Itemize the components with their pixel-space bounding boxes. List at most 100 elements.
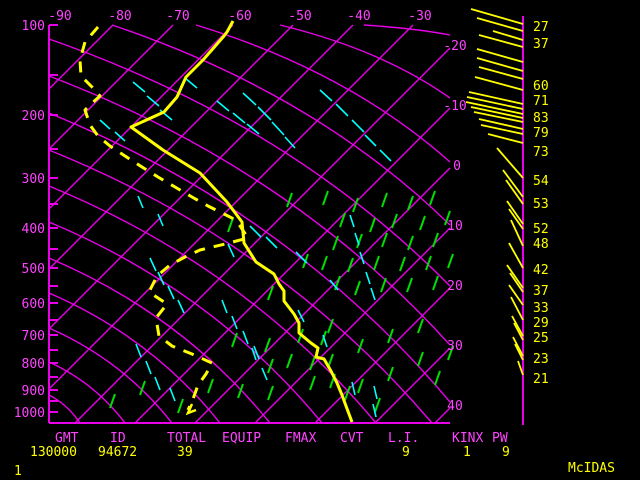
moist-adiabat-dash — [309, 355, 316, 371]
moist-adiabat-dash — [429, 190, 436, 206]
mixing-ratio-dash — [135, 343, 142, 358]
status-header: CVT — [340, 431, 364, 446]
status-header: KINX — [452, 431, 483, 446]
wind-speed-label: 29 — [533, 316, 549, 331]
moist-adiabat-dash — [357, 378, 364, 394]
moist-adiabat-dash — [399, 256, 406, 272]
moist-adiabat-dash — [419, 215, 426, 231]
wind-barb — [511, 315, 524, 337]
moist-adiabat-dash — [267, 285, 274, 301]
isotherm-line — [48, 24, 114, 90]
moist-adiabat-dash — [352, 197, 359, 213]
mixing-ratio-dash — [319, 89, 333, 102]
mixing-ratio-dash — [329, 279, 339, 291]
isotherm-line — [48, 24, 174, 150]
moist-adiabat-dash — [344, 385, 351, 401]
brand-label: McIDAS — [568, 461, 615, 476]
mixing-ratio-dash — [169, 387, 176, 402]
mixing-ratio-dash — [145, 360, 152, 375]
status-header: PW — [492, 431, 508, 446]
mixing-ratio-dash — [177, 299, 185, 314]
moist-adiabat-dash — [347, 257, 354, 273]
mixing-ratio-dash — [257, 106, 272, 121]
wind-barb — [492, 30, 524, 41]
wind-speed-label: 52 — [533, 222, 549, 237]
moist-adiabat-dash — [391, 213, 398, 229]
moist-adiabat-dash — [447, 345, 454, 361]
mixing-ratio-dash — [364, 134, 377, 147]
moist-adiabat-dash — [231, 332, 238, 348]
moist-adiabat-dash — [339, 212, 346, 228]
mixing-ratio-dash — [351, 381, 356, 396]
wind-barb — [474, 76, 524, 91]
isotherm-line — [48, 24, 354, 330]
mixing-ratio-dash — [251, 347, 257, 361]
moist-adiabat-dash — [444, 210, 451, 226]
moist-adiabat-dash — [387, 366, 394, 382]
temp-label-top: -80 — [108, 9, 131, 24]
mixing-ratio-dash — [261, 367, 268, 381]
wind-barb — [496, 147, 524, 179]
wind-speed-label: 71 — [533, 94, 549, 109]
moist-adiabat-dash — [207, 378, 214, 394]
wind-speed-label: 79 — [533, 126, 549, 141]
mixing-ratio-dash — [149, 257, 157, 272]
mixing-ratio-dash — [132, 81, 146, 93]
mixing-ratio-dash — [351, 119, 365, 133]
mixing-ratio-dash — [271, 121, 285, 136]
wind-barb — [487, 133, 524, 144]
wind-speed-label: 60 — [533, 79, 549, 94]
dewpoint-trace — [78, 26, 250, 411]
wind-barb — [509, 272, 524, 293]
wind-barb — [502, 169, 524, 198]
pressure-label: 900 — [22, 384, 45, 399]
mixing-ratio-dash — [221, 299, 228, 314]
temp-label-top: -40 — [347, 9, 370, 24]
status-value: 130000 — [30, 445, 77, 460]
wind-barb — [510, 219, 524, 247]
mixing-ratio-dash — [297, 309, 305, 323]
mixing-ratio-dash — [253, 345, 260, 360]
moist-adiabat-dash — [407, 195, 414, 211]
status-header: GMT — [55, 431, 79, 446]
wind-barb — [476, 57, 524, 72]
pressure-label: 400 — [22, 222, 45, 237]
moist-adiabat-dash — [447, 253, 454, 269]
wind-speed-label: 25 — [533, 331, 549, 346]
pressure-label: 300 — [22, 172, 45, 187]
wind-barb — [512, 336, 524, 357]
dry-adiabat-line — [111, 24, 451, 226]
dry-adiabat-line — [48, 257, 271, 424]
wind-barb — [505, 179, 524, 205]
wind-barb — [470, 8, 524, 25]
mixing-ratio-dash — [322, 334, 328, 348]
dry-adiabat-line — [195, 24, 451, 163]
dry-adiabat-line — [48, 112, 451, 403]
moist-adiabat-dash — [177, 398, 184, 414]
status-header: ID — [110, 431, 126, 446]
wind-speed-label: 23 — [533, 352, 549, 367]
wind-speed-label: 27 — [533, 20, 549, 35]
mixing-ratio-dash — [227, 243, 235, 258]
moist-adiabat-dash — [417, 351, 424, 367]
isotherm-line — [74, 47, 451, 424]
temp-label-right: 0 — [453, 159, 461, 174]
mixing-ratio-dash — [246, 123, 260, 135]
wind-barb — [508, 284, 524, 306]
wind-barb — [506, 200, 524, 225]
wind-barb — [514, 343, 524, 361]
moist-adiabat-dash — [286, 353, 293, 369]
grid-lines — [48, 24, 451, 424]
moist-adiabat-dash — [322, 190, 329, 206]
moist-adiabat-dash — [381, 232, 388, 248]
status-value: 9 — [502, 445, 510, 460]
temp-label-right: -20 — [443, 39, 466, 54]
dry-adiabat-line — [48, 361, 126, 424]
moist-adiabat-dash — [425, 255, 432, 271]
isotherm-line — [314, 287, 451, 424]
moist-adiabat-dash — [407, 235, 414, 251]
pressure-label: 500 — [22, 262, 45, 277]
wind-barb — [478, 34, 524, 48]
